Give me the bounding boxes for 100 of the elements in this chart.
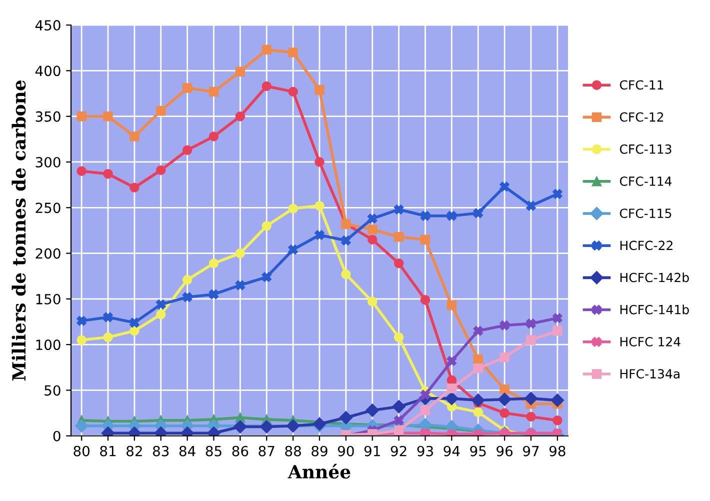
point xyxy=(368,214,378,224)
x-tick-label: 81 xyxy=(100,446,116,456)
point xyxy=(526,200,536,211)
point xyxy=(208,86,219,97)
point xyxy=(392,400,406,414)
point xyxy=(130,318,140,328)
point xyxy=(418,418,432,432)
point xyxy=(420,405,430,416)
x-tick-label: 94 xyxy=(444,446,460,456)
point xyxy=(103,332,113,342)
x-tick-label: 90 xyxy=(338,446,354,456)
point xyxy=(262,44,272,55)
point xyxy=(76,111,86,122)
point xyxy=(394,332,404,342)
legend-label: HCFC 124 xyxy=(620,336,680,346)
x-tick-label: 83 xyxy=(152,446,169,456)
legend-label: CFC-115 xyxy=(620,208,672,218)
x-tick-label: 96 xyxy=(496,446,513,456)
point xyxy=(262,221,272,231)
point xyxy=(76,166,86,176)
point xyxy=(235,66,246,76)
point xyxy=(446,300,457,310)
point xyxy=(366,404,379,417)
point xyxy=(156,106,166,116)
point xyxy=(473,354,483,364)
point xyxy=(394,232,404,242)
point xyxy=(74,419,88,432)
point xyxy=(473,326,483,336)
point xyxy=(314,157,324,167)
legend-label: CFC-11 xyxy=(620,80,664,90)
x-tick-label: 87 xyxy=(258,446,274,456)
x-tick-label: 98 xyxy=(549,446,566,456)
point xyxy=(314,85,324,95)
point xyxy=(552,189,562,199)
point xyxy=(314,230,324,240)
point xyxy=(341,236,351,246)
point xyxy=(394,415,404,426)
y-tick-label: 50 xyxy=(44,385,60,396)
x-tick-label: 86 xyxy=(232,446,248,456)
point xyxy=(288,244,298,254)
x-axis-title: Année xyxy=(288,464,350,479)
point xyxy=(524,392,538,406)
point xyxy=(103,168,113,179)
point xyxy=(394,258,404,268)
point xyxy=(552,313,562,323)
point xyxy=(526,318,536,328)
point xyxy=(526,412,536,422)
point xyxy=(500,384,510,394)
x-tick-label: 91 xyxy=(364,446,380,456)
point xyxy=(208,290,219,300)
legend-label: CFC-113 xyxy=(620,144,672,154)
x-tick-label: 88 xyxy=(285,446,301,456)
point xyxy=(526,335,536,345)
x-tick-label: 93 xyxy=(417,446,433,456)
point xyxy=(339,411,353,424)
point xyxy=(208,132,219,142)
point xyxy=(235,111,246,122)
point xyxy=(500,182,510,192)
point xyxy=(552,326,562,336)
legend-label: CFC-114 xyxy=(620,176,672,186)
point xyxy=(445,392,458,406)
point xyxy=(498,392,512,406)
x-tick-label: 95 xyxy=(470,446,486,456)
point xyxy=(420,428,430,436)
point xyxy=(288,86,298,97)
y-tick-label: 250 xyxy=(36,202,60,214)
point xyxy=(368,234,378,244)
point xyxy=(446,210,457,221)
point xyxy=(420,390,430,400)
point xyxy=(235,248,246,258)
point xyxy=(182,274,192,285)
point xyxy=(156,300,166,310)
y-tick-label: 100 xyxy=(36,340,60,350)
point xyxy=(156,165,166,176)
point xyxy=(130,182,140,192)
point xyxy=(473,208,483,218)
y-tick-label: 200 xyxy=(36,248,60,259)
legend-label: HCFC-22 xyxy=(620,240,672,250)
point xyxy=(208,258,219,268)
point xyxy=(262,272,272,282)
point xyxy=(288,48,298,58)
y-tick-label: 400 xyxy=(35,66,60,76)
point xyxy=(420,294,430,305)
point xyxy=(472,394,485,407)
point xyxy=(500,320,510,330)
x-tick-label: 97 xyxy=(523,446,539,456)
x-tick-label: 92 xyxy=(390,446,406,456)
point xyxy=(182,145,192,155)
x-tick-label: 82 xyxy=(126,446,142,456)
point xyxy=(156,310,166,320)
point xyxy=(76,316,86,326)
y-tick-label: 150 xyxy=(36,294,60,304)
point xyxy=(130,326,140,336)
point xyxy=(130,132,140,142)
point xyxy=(446,356,457,366)
y-axis-title: Milliers de tonnes de carbone xyxy=(12,80,26,381)
point xyxy=(394,204,404,214)
point xyxy=(182,83,192,93)
point xyxy=(288,204,298,214)
point xyxy=(182,292,192,302)
